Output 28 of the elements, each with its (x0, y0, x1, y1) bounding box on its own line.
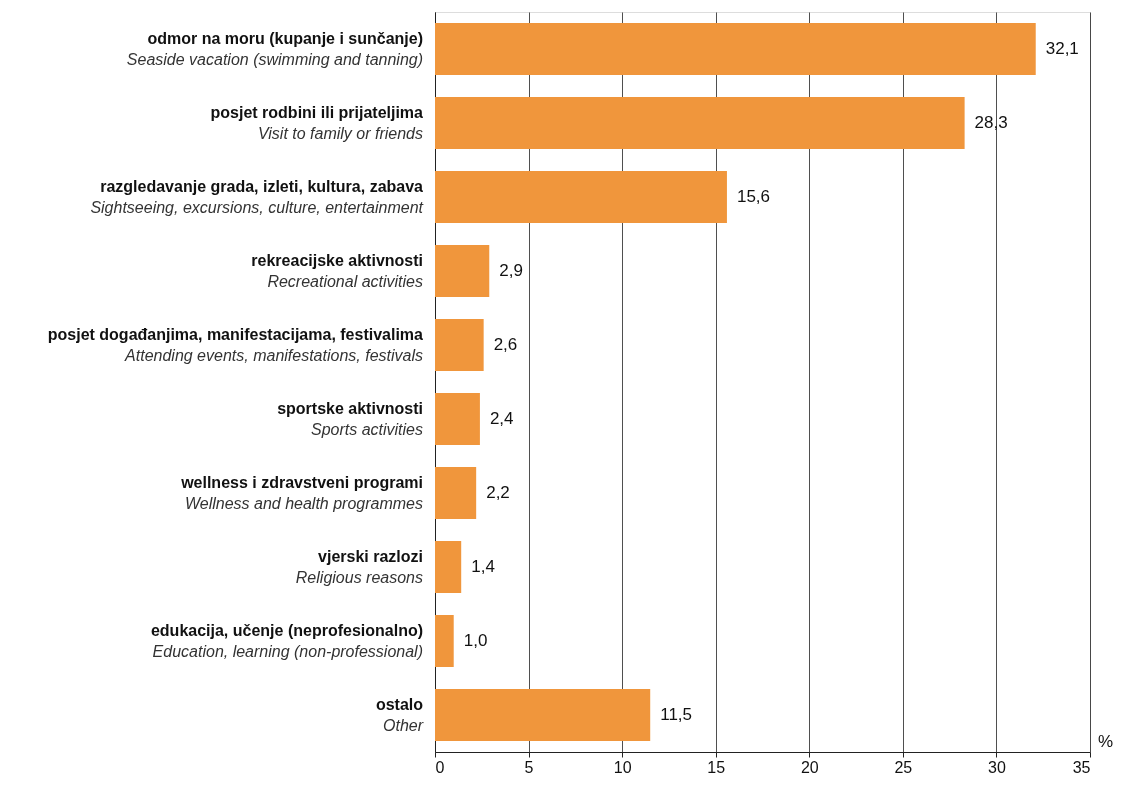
x-tick-label: 0 (435, 758, 445, 776)
data-label: 2,9 (499, 261, 523, 280)
category-label: rekreacijske aktivnosti Recreational activities (251, 252, 423, 290)
data-label: 2,4 (489, 409, 514, 428)
data-label: 1,4 (471, 557, 495, 576)
category-label: edukacija, učenje (neprofesionalno) Education, learning (non-professional) (150, 622, 423, 660)
x-tick-label: 15 (707, 758, 726, 776)
x-tick-label: 35 (1072, 758, 1091, 776)
category-label: sportske aktivnosti Sports activities (277, 400, 423, 438)
data-label: 2,6 (493, 335, 518, 354)
x-tick-label: 30 (988, 758, 1006, 776)
data-label: 11,5 (660, 705, 693, 724)
x-tick-label: 10 (613, 758, 632, 776)
x-tick-label: 20 (800, 758, 819, 776)
x-axis-title: % (1098, 732, 1114, 751)
data-label: 15,6 (736, 187, 771, 206)
data-label: 2,2 (486, 483, 510, 502)
data-label: 1,0 (463, 631, 488, 650)
category-label: ostalo Other (375, 696, 423, 734)
category-label: wellness i zdravstveni programi Wellness and health programmes (181, 474, 423, 512)
category-label: posjet događanjima, manifestacijama, festivalima Attending events, manifestations, festivals (47, 326, 423, 364)
category-label: razgledavanje grada, izleti, kultura, zabava Sightseeing, excursions, culture, entertainment (90, 178, 423, 216)
category-label: posjet rodbini ili prijateljima Visit to family or friends (210, 104, 423, 142)
data-label: 32,1 (1045, 39, 1079, 58)
x-tick-label: 5 (524, 758, 534, 776)
category-label: vjerski razlozi Religious reasons (295, 548, 423, 586)
x-tick-label: 25 (894, 758, 913, 776)
category-label: odmor na moru (kupanje i sunčanje) Seaside vacation (swimming and tanning) (126, 30, 423, 68)
